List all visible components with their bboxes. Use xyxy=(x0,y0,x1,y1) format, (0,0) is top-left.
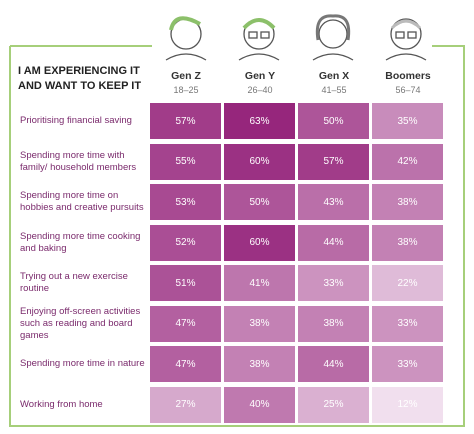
value-label: 57% xyxy=(323,156,344,167)
value-label: 25% xyxy=(323,399,344,410)
row-label: Prioritising financial saving xyxy=(20,115,132,126)
value-label: 38% xyxy=(249,318,270,329)
heat-cell: 47% xyxy=(150,305,221,342)
value-label: 33% xyxy=(323,277,344,289)
value-label: 63% xyxy=(249,115,270,127)
column-header: Gen Y xyxy=(244,70,276,82)
heat-cell: 53% xyxy=(150,184,221,220)
value-label: 41% xyxy=(249,277,270,289)
row-label: Spending more time cooking and baking xyxy=(20,230,141,254)
value-label: 12% xyxy=(397,399,418,410)
heat-cell: 50% xyxy=(298,103,369,139)
heat-cell: 33% xyxy=(372,305,443,342)
heat-cell: 38% xyxy=(224,346,295,382)
value-label: 47% xyxy=(175,318,196,329)
value-label: 51% xyxy=(175,277,196,289)
heat-cell: 43% xyxy=(298,184,369,220)
heat-cell: 40% xyxy=(224,386,295,423)
column-subtitle: 56–74 xyxy=(395,85,421,95)
heat-cell: 60% xyxy=(224,143,295,180)
heat-cell: 33% xyxy=(372,346,443,382)
value-label: 44% xyxy=(323,237,344,248)
value-label: 22% xyxy=(397,277,418,289)
heat-cell: 52% xyxy=(150,224,221,261)
column-subtitle: 26–40 xyxy=(247,85,273,95)
heat-cell: 63% xyxy=(224,103,295,139)
value-label: 60% xyxy=(249,237,270,248)
heat-cell: 44% xyxy=(298,224,369,261)
column-subtitle: 41–55 xyxy=(321,85,347,95)
value-label: 38% xyxy=(249,358,270,370)
heat-cell: 47% xyxy=(150,346,221,382)
value-label: 60% xyxy=(249,156,270,167)
column-header: Gen X xyxy=(318,70,350,82)
heat-cell: 57% xyxy=(150,103,221,139)
row-label: Spending more time in nature xyxy=(20,358,145,369)
heat-cell: 60% xyxy=(224,224,295,261)
heat-cell: 25% xyxy=(298,386,369,423)
value-label: 33% xyxy=(397,318,418,329)
row-label: Spending more time with family/ househol… xyxy=(20,149,137,173)
heat-cell: 38% xyxy=(224,305,295,342)
heat-cell: 42% xyxy=(372,143,443,180)
row-label: Spending more time on hobbies and creati… xyxy=(20,190,144,213)
heat-cell: 38% xyxy=(372,224,443,261)
value-label: 38% xyxy=(323,318,344,329)
heat-cell: 55% xyxy=(150,143,221,180)
value-label: 43% xyxy=(323,196,344,208)
value-label: 40% xyxy=(249,399,270,410)
heat-cell: 22% xyxy=(372,265,443,301)
value-label: 57% xyxy=(175,115,196,127)
value-label: 50% xyxy=(249,196,270,208)
heat-cell: 27% xyxy=(150,386,221,423)
row-label: Trying out a new exercise routine xyxy=(20,271,128,294)
value-label: 47% xyxy=(175,358,196,370)
heat-cell: 57% xyxy=(298,143,369,180)
value-label: 55% xyxy=(175,156,196,167)
heat-cell: 12% xyxy=(372,386,443,423)
heat-cell: 44% xyxy=(298,346,369,382)
heat-cell: 33% xyxy=(298,265,369,301)
value-label: 38% xyxy=(397,237,418,248)
value-label: 42% xyxy=(397,156,418,167)
column-header: Boomers xyxy=(385,70,431,82)
value-label: 44% xyxy=(323,358,344,370)
value-label: 53% xyxy=(175,196,196,208)
value-label: 52% xyxy=(175,237,196,248)
value-label: 38% xyxy=(397,196,418,208)
heat-cell: 35% xyxy=(372,103,443,139)
heat-cell: 51% xyxy=(150,265,221,301)
heat-cell: 41% xyxy=(224,265,295,301)
value-label: 50% xyxy=(323,115,344,127)
heat-cell: 50% xyxy=(224,184,295,220)
value-label: 27% xyxy=(175,399,196,410)
chart-title: I AM EXPERIENCING IT AND WANT TO KEEP IT xyxy=(18,65,142,92)
row-label: Working from home xyxy=(20,398,103,410)
value-label: 35% xyxy=(397,115,418,127)
heat-cell: 38% xyxy=(372,184,443,220)
value-label: 33% xyxy=(397,358,418,370)
column-subtitle: 18–25 xyxy=(173,85,199,95)
row-label: Enjoying off-screen activities such as r… xyxy=(20,305,141,341)
column-header: Gen Z xyxy=(171,70,201,82)
heat-cell: 38% xyxy=(298,305,369,342)
